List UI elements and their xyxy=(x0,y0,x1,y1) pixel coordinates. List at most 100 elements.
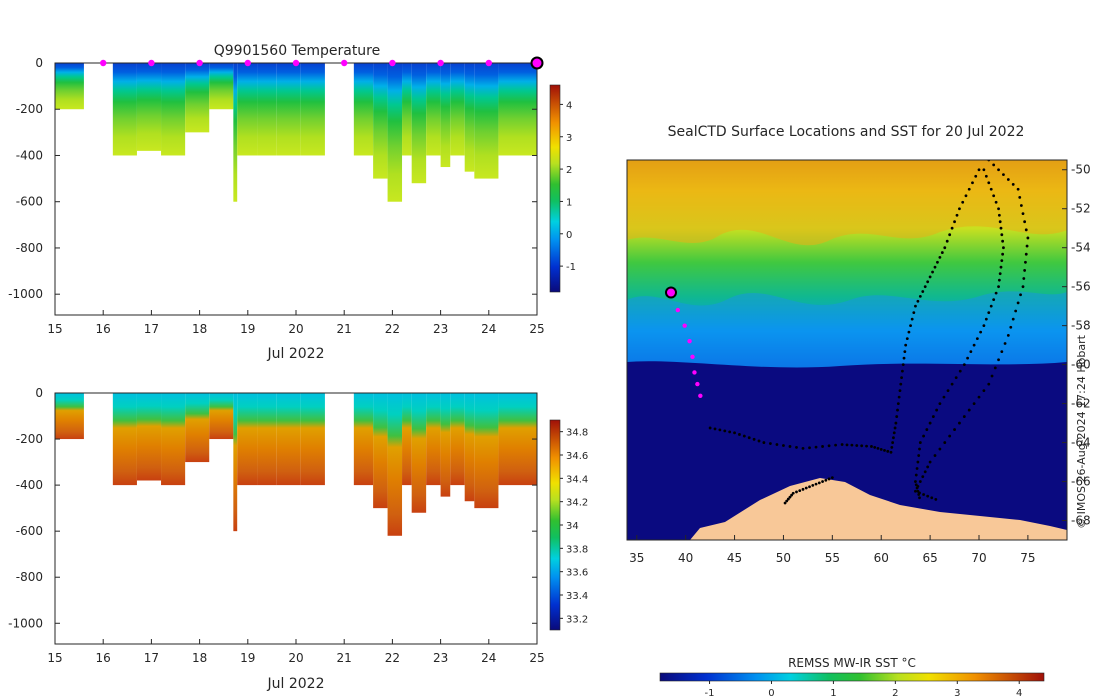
track-0-dot xyxy=(795,446,798,449)
map-y-tick-label-4: -58 xyxy=(1071,319,1091,333)
map-x-tick-label-75: 75 xyxy=(1020,551,1035,565)
map-x-tick-label-70: 70 xyxy=(971,551,986,565)
track-1-dot xyxy=(994,200,998,204)
profile-column-11 xyxy=(353,63,374,156)
track-1-dot xyxy=(1001,239,1005,243)
track-1-dot xyxy=(917,454,921,457)
profile-column-2 xyxy=(136,63,162,151)
track-0-dot xyxy=(897,395,901,399)
track-0-dot xyxy=(845,443,849,447)
track-3-dot xyxy=(824,478,828,482)
x-tick-label-25: 25 xyxy=(529,651,544,665)
map-y-tick-label-6: -62 xyxy=(1071,397,1091,411)
profile-column-12 xyxy=(373,63,388,179)
profile-column-12 xyxy=(373,393,388,509)
profile-column-7 xyxy=(237,63,258,156)
profile-column-10 xyxy=(300,393,325,486)
x-tick-label-19: 19 xyxy=(240,322,255,336)
profile-column-5 xyxy=(209,63,234,110)
profile-column-14 xyxy=(402,393,412,486)
track-1-dot xyxy=(998,272,1002,276)
track-0-dot xyxy=(971,181,974,185)
sst-colorbar xyxy=(659,672,1045,682)
track-3-dot xyxy=(804,486,808,490)
track-2-dot xyxy=(1021,212,1025,215)
track-0-dot xyxy=(775,443,779,446)
track-1-dot xyxy=(992,194,996,198)
track-0-dot xyxy=(718,428,722,432)
x-tick-label-17: 17 xyxy=(144,322,159,336)
y-tick-label-0: 0 xyxy=(35,386,43,400)
profile-column-9 xyxy=(276,393,301,486)
track-2-dot xyxy=(962,415,966,418)
colorbar-tick-label-1: 0 xyxy=(566,230,572,241)
recent-track-dot-4 xyxy=(690,354,695,360)
track-0-dot xyxy=(974,174,978,178)
track-1-dot xyxy=(998,220,1002,224)
track-3-dot xyxy=(827,477,831,481)
track-1-dot xyxy=(994,291,998,295)
y-tick-label-1: -200 xyxy=(16,102,43,116)
colorbar-tick-label-2: 33.6 xyxy=(566,568,588,579)
track-1-dot xyxy=(1000,233,1004,237)
track-2-dot xyxy=(1025,244,1029,248)
track-3-dot xyxy=(808,485,811,489)
imos-credit: © IMOS 26-Aug-2024 17:24 Hobart xyxy=(1075,334,1088,528)
profile-column-1 xyxy=(112,63,137,156)
surface-marker-4 xyxy=(292,59,300,67)
track-1-dot xyxy=(966,356,969,360)
map-field xyxy=(627,160,1067,540)
track-0-dot xyxy=(945,239,949,243)
track-0-dot xyxy=(901,369,904,373)
temperature-title: Q9901560 Temperature xyxy=(214,43,381,59)
track-0-dot xyxy=(892,436,895,440)
profile-column-18 xyxy=(450,63,465,156)
profile-column-5 xyxy=(209,393,234,440)
track-0-dot xyxy=(900,376,903,380)
track-3-dot xyxy=(814,482,818,486)
track-2-dot xyxy=(958,421,961,425)
track-2-dot xyxy=(997,358,1000,362)
track-0-dot xyxy=(865,444,868,448)
track-2-dot xyxy=(1016,301,1020,305)
track-0-dot xyxy=(757,439,761,443)
track-2-dot xyxy=(997,168,1000,172)
track-2-dot xyxy=(1011,182,1015,186)
profile-column-14 xyxy=(402,63,412,156)
surface-marker-1 xyxy=(148,59,155,67)
track-0-dot xyxy=(879,447,883,451)
track-2-dot xyxy=(916,485,920,488)
profile-column-16 xyxy=(426,393,441,486)
track-1-dot xyxy=(999,265,1003,269)
track-0-dot xyxy=(931,270,934,274)
y-tick-label-2: -400 xyxy=(16,478,43,492)
track-0-dot xyxy=(713,427,717,431)
profile-column-13 xyxy=(387,63,403,202)
track-0-dot xyxy=(916,299,920,303)
track-1-dot xyxy=(997,278,1001,282)
map-title: SealCTD Surface Locations and SST for 20… xyxy=(668,124,1025,140)
profile-column-19 xyxy=(464,63,475,172)
track-1-dot xyxy=(962,363,966,367)
track-3-dot xyxy=(783,501,787,505)
x-tick-label-23: 23 xyxy=(433,651,448,665)
track-1-dot xyxy=(999,226,1003,230)
track-0-dot xyxy=(907,330,911,334)
track-2-dot xyxy=(1000,350,1004,354)
track-0-dot xyxy=(926,280,930,284)
track-2-dot xyxy=(953,428,956,431)
track-1-dot xyxy=(938,402,942,405)
map-x-tick-label-50: 50 xyxy=(776,551,791,565)
map-y-tick-label-3: -56 xyxy=(1071,280,1091,294)
map-x-tick-label-55: 55 xyxy=(825,551,840,565)
track-0-dot xyxy=(742,434,746,438)
surface-marker-6 xyxy=(389,59,396,67)
track-2-dot xyxy=(923,470,927,474)
y-tick-label-5: -1000 xyxy=(8,287,43,301)
x-tick-label-19: 19 xyxy=(240,651,255,665)
track-0-dot xyxy=(883,448,886,452)
surface-marker-7 xyxy=(437,59,444,67)
map-axes: 35 40 45 50 55 60 65 70 75 -50 -52 -54 -56 -58 -60 -62 -… xyxy=(629,163,1090,565)
temperature-colorbar-ticks: -1 0 1 2 3 4 xyxy=(560,100,576,273)
profile-column-3 xyxy=(161,393,186,486)
